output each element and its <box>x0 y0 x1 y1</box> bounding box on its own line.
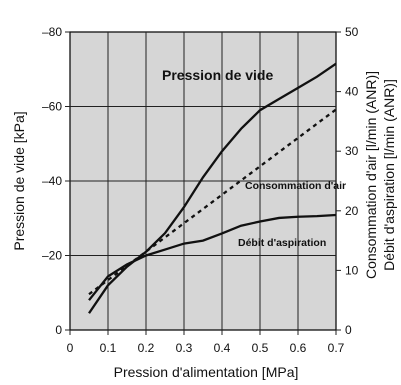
y-right-axis-label-1: Consommation d'air [l/min (ANR)] <box>363 71 379 279</box>
x-tick-label: 0 <box>67 341 74 355</box>
y-right-tick-label: 30 <box>345 144 359 158</box>
series-label-suction: Débit d'aspiration <box>238 237 326 249</box>
grid-lines <box>70 32 336 330</box>
x-axis-label: Pression d'alimentation [MPa] <box>114 364 299 380</box>
x-tick-label: 0.2 <box>138 341 155 355</box>
x-tick-label: 0.3 <box>176 341 193 355</box>
tick-labels: 0 0.1 0.2 0.3 0.4 0.5 0.6 0.70–20–40–60–8001020… <box>42 25 359 355</box>
y-left-tick-label: 0 <box>55 323 62 337</box>
y-right-tick-label: 50 <box>345 25 359 39</box>
y-right-tick-label: 0 <box>345 323 352 337</box>
x-tick-label: 0.4 <box>214 341 231 355</box>
series-group <box>88 62 337 314</box>
y-left-tick-label: –40 <box>42 174 62 188</box>
x-tick-label: 0.5 <box>252 341 269 355</box>
y-right-axis-label-2: Débit d'aspiration [l/min (ANR)] <box>381 79 397 271</box>
x-tick-label: 0.6 <box>290 341 307 355</box>
series-line-debit-d-aspiration <box>88 213 337 301</box>
series-label-air: Consommation d'air <box>245 180 346 192</box>
axis-ticks <box>65 31 341 335</box>
x-tick-label: 0.1 <box>100 341 117 355</box>
y-left-tick-label: –80 <box>42 25 62 39</box>
x-tick-label: 0.7 <box>328 341 345 355</box>
y-right-tick-label: 10 <box>345 263 359 277</box>
y-right-tick-label: 20 <box>345 204 359 218</box>
y-left-axis-label: Pression de vide [kPa] <box>11 111 27 250</box>
y-left-tick-label: –20 <box>42 249 62 263</box>
series-label-vacuum: Pression de vide <box>162 67 273 83</box>
y-right-tick-label: 40 <box>345 85 359 99</box>
y-left-tick-label: –60 <box>42 100 62 114</box>
